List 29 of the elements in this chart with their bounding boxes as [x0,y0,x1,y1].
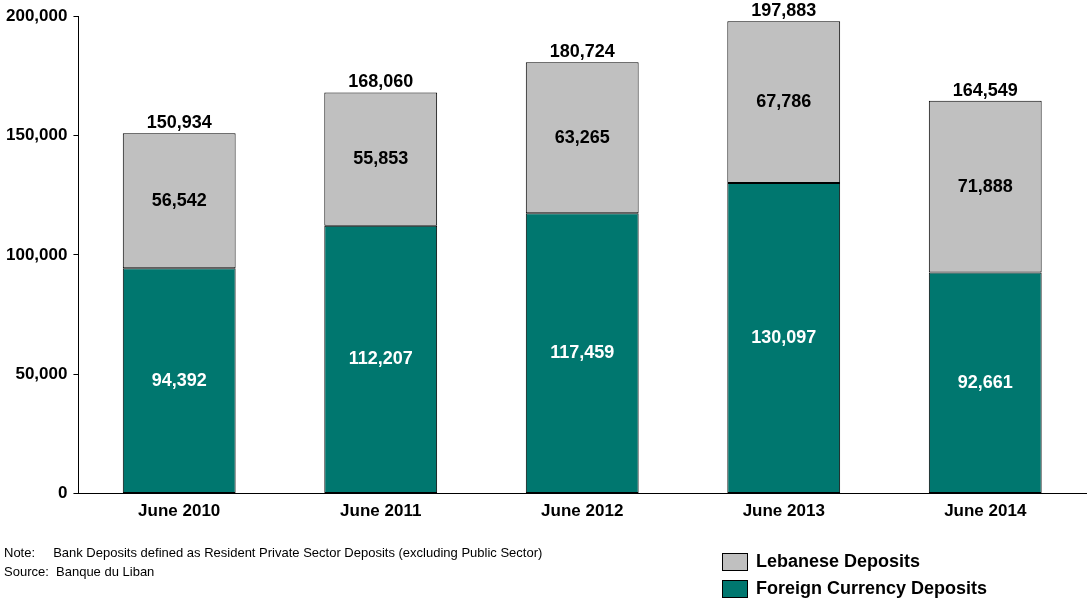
data-label: 112,207 [348,348,413,369]
x-tick-label: June 2012 [541,501,624,521]
total-label: 168,060 [348,71,414,92]
data-label: 71,888 [957,175,1013,196]
y-tick-label: 0 [57,483,68,503]
data-label: 67,786 [756,91,812,112]
total-label: 150,934 [146,112,212,133]
x-tick-label: June 2013 [742,501,825,521]
legend-label: Lebanese Deposits [755,551,921,572]
y-tick-label: 100,000 [6,244,68,264]
data-label: 94,392 [151,369,207,390]
data-label: 55,853 [353,148,409,169]
source-note: Source: Banque du Liban [4,563,156,581]
text: Note: Bank Deposits defined as Resident Private Sector Deposits (excluding Public Sector) [4,544,543,562]
data-label: 117,459 [550,342,615,363]
data-label: 92,661 [957,371,1013,392]
legend-label: Foreign Currency Deposits [755,578,987,599]
total-label: 197,883 [751,0,817,21]
x-tick-label: June 2014 [944,501,1027,521]
y-tick-label: 50,000 [15,363,68,383]
total-label: 164,549 [952,79,1018,100]
data-label: 63,265 [554,126,610,147]
x-tick-label: June 2011 [340,501,422,521]
x-tick-label: June 2010 [138,501,221,521]
data-label: 130,097 [751,327,817,348]
y-tick-label: 200,000 [6,5,68,25]
y-tick-label: 150,000 [6,125,68,145]
data-label: 56,542 [151,189,207,210]
total-label: 180,724 [549,41,615,62]
